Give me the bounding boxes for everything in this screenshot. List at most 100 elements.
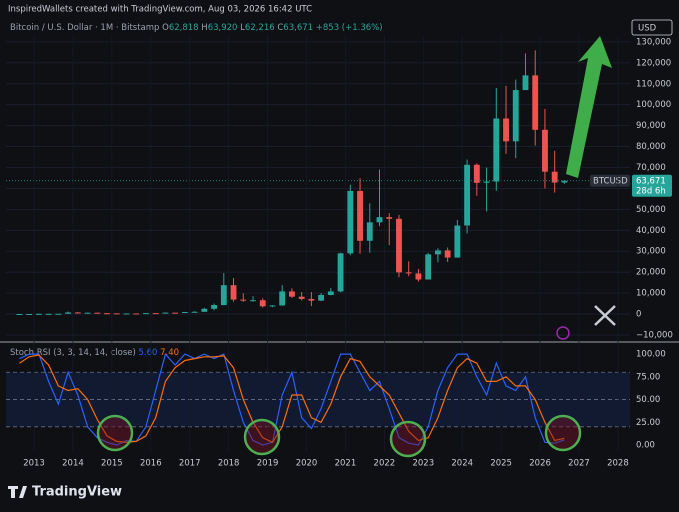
countdown: 28d 6h xyxy=(636,186,666,196)
y-tick-label: 0.00 xyxy=(636,441,655,451)
x-tick-label: 2013 xyxy=(23,459,45,469)
candle-body xyxy=(473,164,480,183)
y-tick-label: 20,000 xyxy=(636,268,666,278)
candle-body xyxy=(512,90,519,142)
y-tick-label: 110,000 xyxy=(636,79,671,89)
candle-body xyxy=(366,222,373,241)
alert-icon xyxy=(556,326,570,340)
x-tick-label: 2016 xyxy=(140,459,162,469)
y-tick-label: 10,000 xyxy=(636,289,666,299)
candle-body xyxy=(211,305,217,309)
candle-body xyxy=(240,299,247,301)
candle-body xyxy=(201,308,208,312)
ohlc-key: C xyxy=(277,23,283,33)
brand: TradingView xyxy=(8,485,122,500)
currency-box[interactable] xyxy=(631,19,673,36)
candle-body xyxy=(434,250,441,255)
candle-body xyxy=(65,312,72,314)
y-tick-label: 50,000 xyxy=(636,205,666,215)
ohlc-value: 62,216 xyxy=(245,23,275,33)
x-tick-label: 2023 xyxy=(412,459,434,469)
currency[interactable]: USD xyxy=(638,24,657,34)
y-tick-label: 75.00 xyxy=(636,372,660,382)
candle-body xyxy=(551,171,558,183)
candle-body xyxy=(162,312,169,314)
candle-body xyxy=(405,272,412,274)
candle-body xyxy=(327,291,334,295)
candle-body xyxy=(181,312,188,314)
y-tick-label: 100.00 xyxy=(636,350,666,360)
x-tick-label: 2019 xyxy=(257,459,279,469)
ohlc-key: O xyxy=(162,23,169,33)
candle-body xyxy=(532,75,539,130)
y-tick-label: 130,000 xyxy=(636,37,671,47)
y-tick-label: 50.00 xyxy=(636,395,660,405)
symbol: BTCUSD xyxy=(593,176,628,186)
candle-body xyxy=(113,313,120,315)
rsi-line xyxy=(19,354,565,444)
candle-body xyxy=(191,311,198,313)
candle-body xyxy=(357,190,363,241)
annotations xyxy=(96,36,616,458)
candle-body xyxy=(104,313,110,315)
rsi-d-value: 7.40 xyxy=(160,348,179,358)
swords-icon xyxy=(594,305,616,326)
x-tick-label: 2026 xyxy=(529,459,551,469)
x-tick-label: 2028 xyxy=(607,459,629,469)
candle-body xyxy=(143,313,149,315)
candle-body xyxy=(542,129,548,172)
y-tick-label: 80,000 xyxy=(636,142,666,152)
candle-body xyxy=(94,312,101,314)
y-tick-label: 70,000 xyxy=(636,163,666,173)
candle-body xyxy=(55,313,62,315)
x-tick-label: 2022 xyxy=(374,459,396,469)
candle-body xyxy=(425,254,432,280)
highlight-circle xyxy=(243,418,281,456)
candle-body xyxy=(298,296,305,299)
candle-body xyxy=(561,180,568,183)
change: +853 (+1.36%) xyxy=(316,23,383,33)
x-tick-label: 2018 xyxy=(218,459,240,469)
candle-body xyxy=(250,300,256,302)
candle-body xyxy=(279,291,286,306)
candle-body xyxy=(444,250,451,258)
candle-body xyxy=(415,273,422,280)
candle-body xyxy=(347,190,354,254)
highlight-circle xyxy=(544,414,582,452)
x-tick-label: 2015 xyxy=(101,459,123,469)
candle-body xyxy=(16,314,23,316)
y-tick-label: 90,000 xyxy=(636,121,666,131)
y-tick-label: 30,000 xyxy=(636,247,666,257)
candle-body xyxy=(493,118,500,182)
candle-body xyxy=(259,300,266,307)
ohlc-key: H xyxy=(201,23,207,33)
ohlc-value: 62,818 xyxy=(169,23,199,33)
brand-logo xyxy=(8,486,27,498)
chart-title: Bitcoin / U.S. Dollar · 1M · Bitstamp xyxy=(10,23,159,33)
y-tick-label: 40,000 xyxy=(636,226,666,236)
candle-body xyxy=(386,217,393,219)
candle-body xyxy=(337,253,344,292)
x-tick-label: 2020 xyxy=(296,459,318,469)
rsi-k-value: 5.60 xyxy=(139,348,158,358)
x-tick-label: 2027 xyxy=(568,459,590,469)
ohlc-value: 63,920 xyxy=(208,23,238,33)
x-tick-label: 2017 xyxy=(179,459,201,469)
candle-body xyxy=(172,312,179,314)
candle-body xyxy=(230,285,237,300)
candle-body xyxy=(220,285,227,306)
y-tick-label: −10,000 xyxy=(636,330,673,340)
arrow xyxy=(566,36,612,178)
highlight-circle xyxy=(96,414,134,452)
price-tag xyxy=(632,174,672,197)
x-tick-label: 2014 xyxy=(62,459,84,469)
candle-body xyxy=(35,313,42,315)
x-tick-label: 2024 xyxy=(451,459,473,469)
candle-body xyxy=(376,217,383,223)
candle-body xyxy=(483,181,490,183)
ohlc-key: L xyxy=(240,23,245,33)
candle-body xyxy=(45,313,52,315)
candle-body xyxy=(84,312,91,314)
symbol-tag xyxy=(590,174,630,187)
